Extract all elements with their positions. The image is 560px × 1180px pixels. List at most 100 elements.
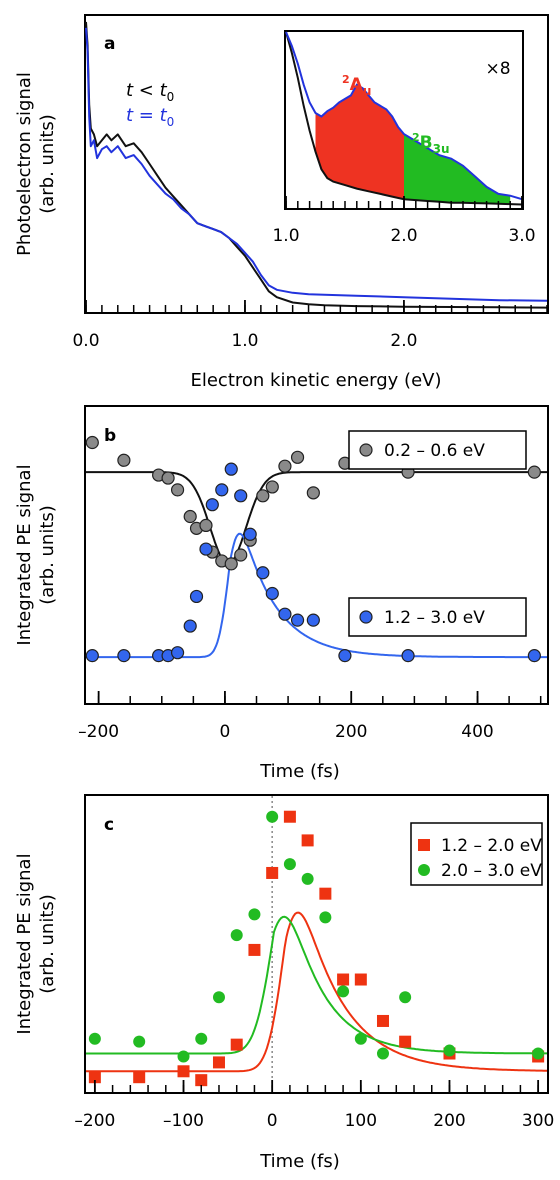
data-point-1.2-3.0eV bbox=[338, 649, 352, 663]
fit-curve-1.2-3.0eV bbox=[86, 532, 547, 659]
data-point-1.2-3.0eV bbox=[401, 649, 415, 663]
legend-marker-0 bbox=[359, 443, 373, 457]
data-point-0.2-0.6eV bbox=[199, 518, 213, 533]
panel-a-ylabel-line2: (arb. units) bbox=[37, 114, 58, 214]
data-point-0.2-0.6eV bbox=[117, 453, 131, 467]
panel-b: b –200 0 200 400 0.2 – 0.6 eV 1.2 – 3.0 eV T… bbox=[14, 405, 549, 782]
panel-a-xlabel: Electron kinetic energy (eV) bbox=[190, 370, 441, 391]
legend-marker-square bbox=[418, 839, 430, 851]
panel-c-frame bbox=[84, 794, 549, 1094]
data-point-1.2-3.0eV bbox=[243, 527, 257, 541]
panel-b-x-tick-label: 0 bbox=[220, 722, 231, 742]
data-point-0.2-0.6eV bbox=[161, 471, 175, 485]
data-point-1.2-3.0eV bbox=[170, 646, 185, 660]
inset-x-tick-label: 3.0 bbox=[508, 226, 535, 246]
data-point-2.0-3.0eV bbox=[443, 1044, 456, 1057]
panel-b-frame bbox=[84, 405, 549, 705]
data-point-2.0-3.0eV bbox=[376, 1047, 389, 1060]
legend-label-0: 0.2 – 0.6 eV bbox=[384, 441, 485, 461]
data-point-2.0-3.0eV bbox=[532, 1047, 545, 1060]
data-point-0.2-0.6eV bbox=[170, 483, 185, 497]
legend-box-1 bbox=[348, 597, 527, 637]
data-point-1.2-2.0eV bbox=[266, 866, 279, 879]
legend-entry-before: t < t0 bbox=[126, 80, 174, 104]
inset-x-tick-label: 2.0 bbox=[390, 226, 417, 246]
panel-c-xlabel: Time (fs) bbox=[259, 1151, 340, 1172]
data-point-1.2-2.0eV bbox=[337, 973, 350, 986]
data-point-2.0-3.0eV bbox=[248, 908, 261, 921]
data-point-1.2-2.0eV bbox=[177, 1065, 190, 1078]
series-line-at-t0 bbox=[85, 27, 548, 302]
data-point-1.2-2.0eV bbox=[230, 1038, 243, 1051]
data-point-0.2-0.6eV bbox=[234, 548, 248, 562]
inset-scale-label: ×8 bbox=[485, 59, 510, 79]
band-label-2B3u: 2B3u bbox=[412, 131, 450, 156]
data-point-1.2-2.0eV bbox=[212, 1056, 225, 1069]
data-point-1.2-3.0eV bbox=[224, 462, 238, 476]
panel-c: c –200 –100 0 100 200 300 1.2 – 2.0 eV 2.0 – 3… bbox=[14, 794, 554, 1172]
panel-b-ylabel-line2: (arb. units) bbox=[37, 505, 58, 605]
legend-marker-1 bbox=[359, 610, 373, 624]
fit-curve-1.2-2.0eV bbox=[86, 911, 547, 1073]
data-point-1.2-2.0eV bbox=[283, 810, 296, 823]
panel-a-x-tick-label: 2.0 bbox=[390, 331, 417, 351]
data-point-1.2-3.0eV bbox=[215, 483, 229, 497]
data-point-0.2-0.6eV bbox=[256, 489, 270, 503]
panel-b-x-tick-label: 400 bbox=[461, 722, 493, 742]
data-point-1.2-2.0eV bbox=[195, 1074, 208, 1087]
inset-line-at-t0 bbox=[285, 31, 523, 201]
panel-a-legend: t < t0t = t0 bbox=[126, 80, 174, 129]
data-point-1.2-3.0eV bbox=[527, 649, 541, 663]
data-point-2.0-3.0eV bbox=[301, 872, 314, 885]
data-point-1.2-3.0eV bbox=[183, 619, 197, 633]
data-point-0.2-0.6eV bbox=[85, 435, 99, 450]
panel-c-x-tick-label: 200 bbox=[433, 1111, 465, 1131]
data-point-2.0-3.0eV bbox=[133, 1035, 146, 1048]
data-point-2.0-3.0eV bbox=[212, 991, 225, 1004]
legend-box-0 bbox=[348, 430, 527, 470]
data-point-1.2-2.0eV bbox=[319, 887, 332, 900]
panel-b-x-tick-label: 200 bbox=[335, 722, 367, 742]
data-point-0.2-0.6eV bbox=[306, 486, 320, 500]
data-point-2.0-3.0eV bbox=[354, 1032, 367, 1045]
data-point-1.2-2.0eV bbox=[354, 973, 367, 986]
panel-b-xlabel: Time (fs) bbox=[259, 761, 340, 782]
data-point-2.0-3.0eV bbox=[266, 810, 279, 823]
panel-c-x-tick-label: 300 bbox=[522, 1111, 554, 1131]
data-point-1.2-2.0eV bbox=[248, 943, 261, 956]
data-point-0.2-0.6eV bbox=[278, 459, 292, 473]
data-point-0.2-0.6eV bbox=[183, 509, 197, 524]
panel-c-x-tick-label: –200 bbox=[74, 1111, 115, 1131]
data-point-1.2-2.0eV bbox=[399, 1035, 412, 1048]
panel-a: a 0.0 1.0 2.0 Electron kinetic energy (eV)… bbox=[14, 14, 549, 391]
data-point-0.2-0.6eV bbox=[290, 450, 305, 464]
panel-a-inset: 1.0 2.0 3.0 ×8 2Au 2B3u bbox=[272, 30, 536, 246]
inset-x-tick-label: 1.0 bbox=[272, 226, 299, 246]
panel-a-x-tick-label: 0.0 bbox=[72, 331, 99, 351]
data-point-1.2-3.0eV bbox=[290, 613, 305, 627]
data-point-1.2-2.0eV bbox=[88, 1071, 101, 1084]
panel-c-x-tick-label: –100 bbox=[163, 1111, 204, 1131]
data-point-2.0-3.0eV bbox=[399, 991, 412, 1004]
band-fill-2B3u bbox=[404, 134, 511, 205]
data-point-1.2-3.0eV bbox=[117, 649, 131, 663]
fit-curve-0.2-0.6eV bbox=[86, 471, 547, 565]
data-point-2.0-3.0eV bbox=[337, 985, 350, 998]
legend-box bbox=[410, 822, 543, 886]
data-point-0.2-0.6eV bbox=[224, 557, 238, 571]
fit-curve-2.0-3.0eV bbox=[86, 915, 547, 1055]
panel-b-x-tick-label: –200 bbox=[78, 722, 119, 742]
data-point-1.2-3.0eV bbox=[306, 613, 320, 627]
data-point-1.2-2.0eV bbox=[133, 1071, 146, 1084]
data-point-0.2-0.6eV bbox=[527, 465, 541, 479]
data-point-0.2-0.6eV bbox=[265, 480, 279, 494]
data-point-1.2-3.0eV bbox=[278, 607, 292, 621]
data-point-1.2-3.0eV bbox=[85, 649, 99, 663]
data-point-1.2-3.0eV bbox=[265, 586, 279, 601]
data-point-2.0-3.0eV bbox=[195, 1032, 208, 1045]
band-label-2Au: 2Au bbox=[342, 73, 371, 98]
panel-a-ylabel-line1: Photoelectron signal bbox=[14, 72, 35, 256]
panel-a-label: a bbox=[104, 34, 115, 54]
band-fill-2Au bbox=[315, 84, 404, 200]
